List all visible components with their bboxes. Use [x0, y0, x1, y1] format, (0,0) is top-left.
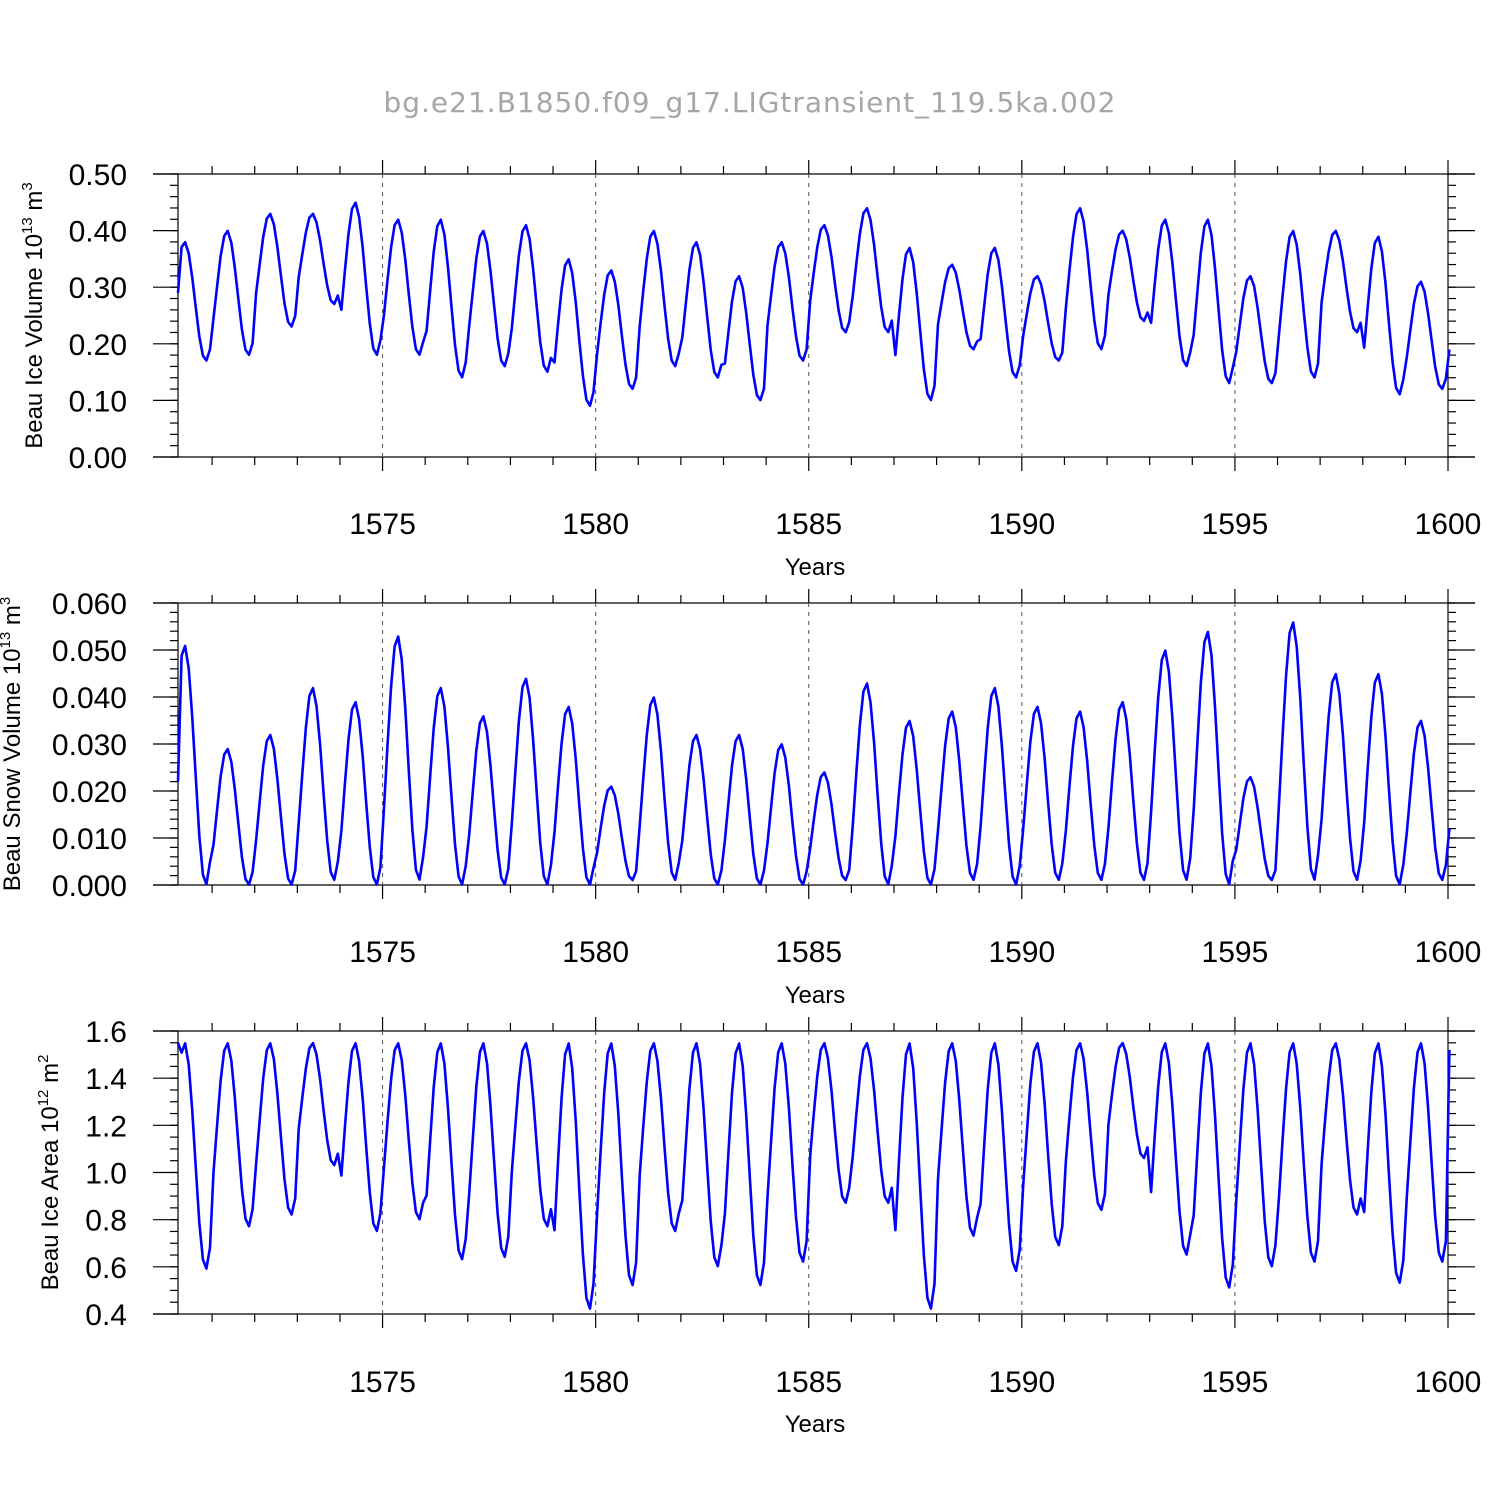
y-tick-label: 0.20 — [69, 329, 127, 362]
panel-ice-area: 1575 1580 1585 1590 1595 1600 0.4 0.6 0.8 1.0 1.2 1… — [35, 1016, 1481, 1438]
y-tick-label: 0.060 — [52, 588, 127, 621]
x-tick-label: 1595 — [1202, 1366, 1269, 1399]
x-axis-title: Years — [785, 554, 846, 581]
x-tick-label: 1575 — [349, 1366, 416, 1399]
panel-ice-volume: 1575 1580 1585 1590 1595 1600 0.00 0.10 0.20 0.30… — [19, 159, 1481, 581]
y-tick-label: 1.0 — [85, 1158, 127, 1191]
y-tick-label: 0.020 — [52, 776, 127, 809]
y-axis-title: Beau Ice Volume 1013 m3 — [19, 182, 48, 449]
series-line-ice-area — [176, 1041, 1451, 1310]
y-tick-label: 0.000 — [52, 870, 127, 903]
x-tick-label: 1590 — [988, 508, 1055, 541]
y-tick-label: 0.4 — [85, 1299, 127, 1332]
y-tick-label: 0.6 — [85, 1252, 127, 1285]
series-line-ice-volume — [176, 201, 1451, 407]
x-tick-label: 1585 — [775, 936, 842, 969]
y-tick-label: 1.6 — [85, 1016, 127, 1049]
x-tick-label: 1580 — [562, 508, 629, 541]
y-tick-label: 1.2 — [85, 1110, 127, 1143]
y-tick-label: 0.8 — [85, 1205, 127, 1238]
x-tick-label: 1590 — [988, 936, 1055, 969]
y-axis-title: Beau Ice Area 1012 m2 — [35, 1055, 64, 1291]
x-tick-label: 1585 — [775, 1366, 842, 1399]
y-axis-title: Beau Snow Volume 1013 m3 — [0, 597, 26, 892]
series-line-snow-volume — [176, 621, 1451, 886]
y-tick-label: 0.30 — [69, 272, 127, 305]
y-tick-label: 0.10 — [69, 385, 127, 418]
x-tick-label: 1580 — [562, 1366, 629, 1399]
x-tick-label: 1600 — [1415, 936, 1482, 969]
x-tick-label: 1585 — [775, 508, 842, 541]
y-tick-label: 1.4 — [85, 1063, 127, 1096]
y-tick-label: 0.040 — [52, 682, 127, 715]
x-axis-title: Years — [785, 1411, 846, 1438]
x-tick-label: 1600 — [1415, 1366, 1482, 1399]
panel-snow-volume: 1575 1580 1585 1590 1595 1600 0.000 0.010 0.020 0… — [0, 588, 1481, 1009]
x-axis-title: Years — [785, 982, 846, 1009]
y-tick-label: 0.010 — [52, 823, 127, 856]
x-tick-label: 1600 — [1415, 508, 1482, 541]
x-tick-label: 1595 — [1202, 936, 1269, 969]
x-tick-label: 1590 — [988, 1366, 1055, 1399]
x-tick-label: 1580 — [562, 936, 629, 969]
panels: 1575 1580 1585 1590 1595 1600 0.00 0.10 0.20 0.30… — [0, 159, 1481, 1438]
x-tick-label: 1595 — [1202, 508, 1269, 541]
x-tick-label: 1575 — [349, 936, 416, 969]
y-tick-label: 0.50 — [69, 159, 127, 192]
y-tick-label: 0.050 — [52, 635, 127, 668]
x-tick-label: 1575 — [349, 508, 416, 541]
y-tick-label: 0.40 — [69, 216, 127, 249]
figure-title: bg.e21.B1850.f09_g17.LIGtransient_119.5k… — [383, 86, 1116, 119]
y-tick-label: 0.030 — [52, 729, 127, 762]
y-tick-label: 0.00 — [69, 442, 127, 475]
